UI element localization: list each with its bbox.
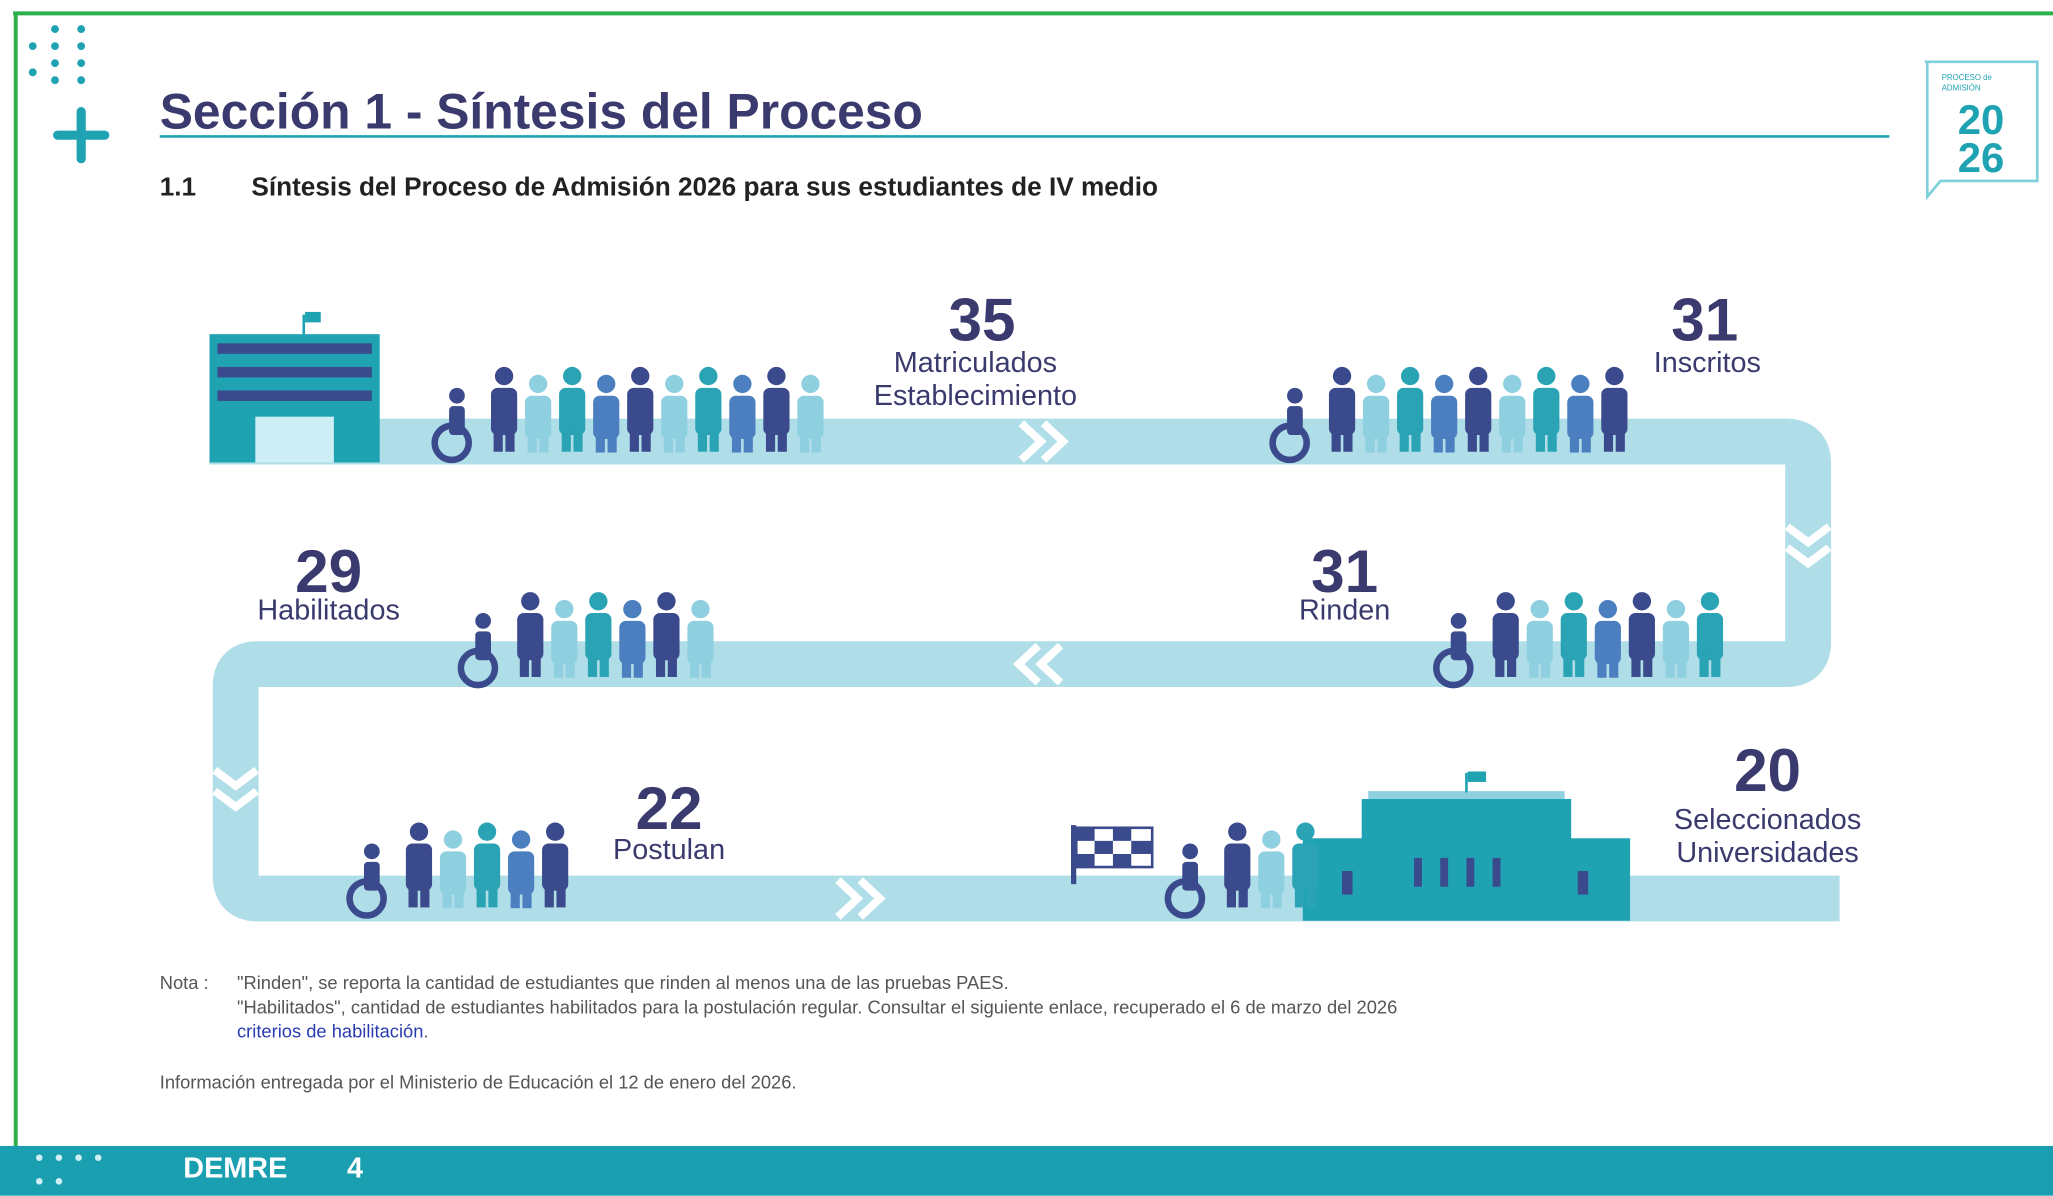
section-title: Sección 1 - Síntesis del Proceso [160,84,923,140]
stage-label: Establecimiento [874,380,1077,412]
stage-label: Seleccionados [1674,804,1861,836]
subtitle-number: 1.1 [160,171,196,201]
stage-value: 35 [948,286,1015,354]
footer-brand: DEMRE [183,1152,287,1184]
footer-bar [0,1146,2053,1196]
note-line: "Rinden", se reporta la cantidad de estu… [237,972,1009,993]
logo: PROCESO de ADMISIÓN 20 26 [1925,62,2038,197]
stage-label: Matriculados [894,347,1057,379]
stage-2: 31 Rinden [1299,537,1390,626]
stage-label: Habilitados [257,595,399,627]
school-building [209,312,379,463]
logo-line2: ADMISIÓN [1942,84,1981,93]
stage-label: Postulan [613,834,725,866]
logo-line1: PROCESO de [1942,73,1993,82]
subtitle: Síntesis del Proceso de Admisión 2026 pa… [251,171,1158,201]
stage-label: Rinden [1299,595,1390,627]
source-note: Información entregada por el Ministerio … [160,1071,797,1092]
stage-label: Inscritos [1654,347,1761,379]
page: Sección 1 - Síntesis del Proceso 1.1 Sín… [0,0,2053,1196]
note-link[interactable]: criterios de habilitación [237,1020,423,1041]
logo-year-bottom: 26 [1958,134,2005,181]
stage-label: Universidades [1676,837,1858,869]
note-label: Nota : [160,972,209,993]
stage-value: 31 [1671,286,1738,354]
stage-value: 22 [636,774,703,842]
note-link-suffix: . [423,1020,428,1041]
slide: Sección 1 - Síntesis del Proceso 1.1 Sín… [0,0,2053,1196]
stage-value: 20 [1734,736,1801,804]
note-link-line: criterios de habilitación. [237,1020,429,1041]
page-number: 4 [347,1152,363,1184]
note-line: "Habilitados", cantidad de estudiantes h… [237,997,1397,1018]
